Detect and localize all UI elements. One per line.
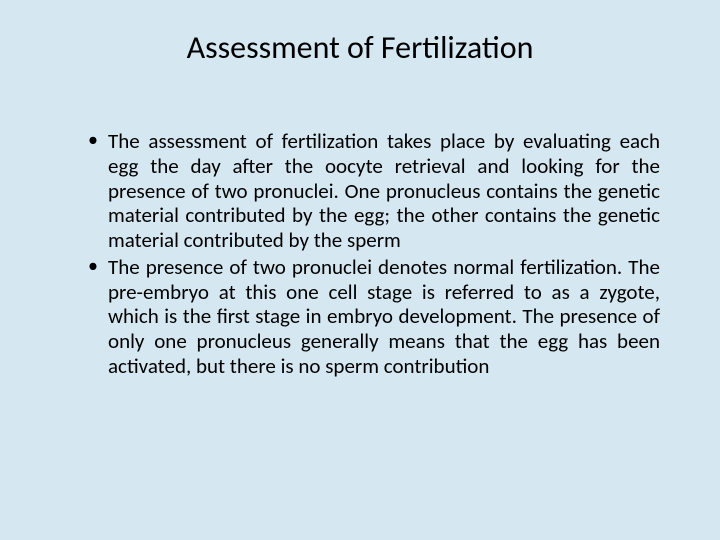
slide-title: Assessment of Fertilization [60, 28, 660, 67]
list-item: The presence of two pronuclei denotes no… [88, 255, 660, 379]
list-item: The assessment of fertilization takes pl… [88, 129, 660, 253]
bullet-list: The assessment of fertilization takes pl… [88, 129, 660, 379]
slide-content: The assessment of fertilization takes pl… [60, 129, 660, 379]
